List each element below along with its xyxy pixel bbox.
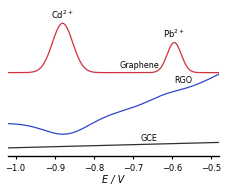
X-axis label: E / V: E / V <box>102 175 125 185</box>
Text: GCE: GCE <box>141 134 158 143</box>
Text: RGO: RGO <box>174 76 192 84</box>
Text: Pb$^{2+}$: Pb$^{2+}$ <box>163 27 185 40</box>
Text: Graphene: Graphene <box>119 61 159 70</box>
Text: Cd$^{2+}$: Cd$^{2+}$ <box>51 8 74 21</box>
